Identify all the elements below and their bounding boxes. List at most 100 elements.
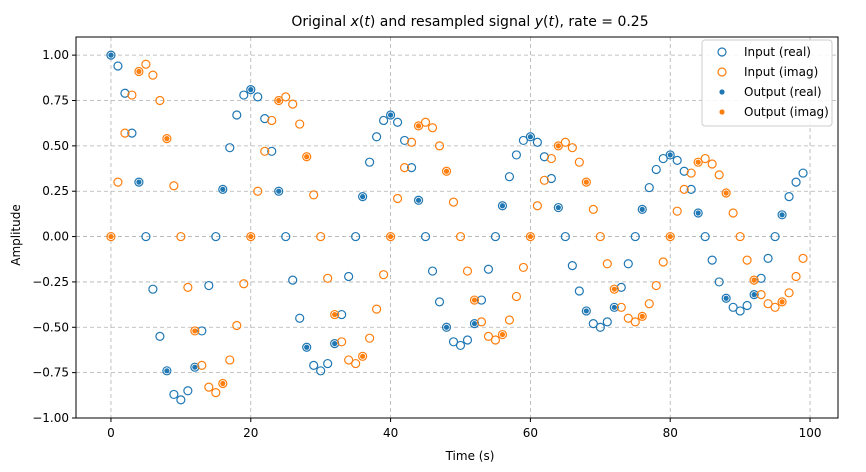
data-point — [406, 137, 417, 147]
data-point — [723, 295, 729, 301]
data-point — [218, 378, 228, 389]
series-input-imag — [106, 59, 808, 398]
data-point — [351, 231, 361, 242]
data-point — [108, 233, 114, 240]
legend-marker — [719, 109, 725, 115]
data-point — [611, 286, 617, 292]
data-point — [253, 92, 263, 102]
data-point — [791, 271, 801, 282]
data-point — [616, 282, 626, 292]
data-point — [728, 302, 738, 312]
data-point — [583, 179, 589, 185]
data-point — [469, 319, 480, 329]
legend-label: Input (imag) — [744, 65, 818, 79]
data-point — [183, 386, 193, 396]
y-tick-label: −0.75 — [32, 366, 69, 380]
data-point — [420, 231, 431, 242]
data-point — [611, 304, 617, 310]
data-point — [798, 168, 808, 178]
data-point — [490, 231, 501, 242]
data-point — [518, 262, 529, 273]
data-point — [553, 141, 563, 151]
data-point — [672, 155, 682, 165]
data-point — [413, 121, 424, 131]
data-point — [332, 341, 338, 347]
y-tick-label: −1.00 — [32, 411, 69, 425]
data-point — [309, 360, 319, 370]
svg-text:Original x(t) and resampled si: Original x(t) and resampled signal y(t),… — [291, 14, 648, 30]
data-point — [751, 292, 757, 298]
data-point — [686, 184, 696, 194]
data-point — [274, 95, 284, 106]
data-point — [735, 306, 745, 316]
data-point — [679, 166, 689, 176]
data-point — [637, 204, 647, 214]
data-point — [365, 333, 375, 343]
data-point — [777, 210, 787, 220]
data-point — [316, 231, 326, 242]
data-point — [204, 280, 214, 291]
data-point — [595, 322, 605, 332]
data-point — [148, 70, 158, 80]
data-point — [658, 257, 668, 267]
data-point — [700, 231, 710, 242]
data-point — [581, 177, 591, 187]
data-point — [609, 302, 619, 312]
data-point — [471, 297, 478, 303]
data-point — [330, 309, 340, 320]
data-point — [267, 115, 277, 126]
data-point — [155, 95, 165, 106]
x-tick-label: 40 — [383, 426, 398, 440]
chart-title: Original x(t) and resampled signal y(t),… — [291, 14, 648, 30]
data-point — [609, 284, 619, 294]
data-point — [127, 90, 137, 100]
data-point — [525, 132, 536, 142]
data-point — [392, 117, 403, 127]
data-point — [469, 295, 480, 305]
data-point — [190, 362, 200, 372]
data-point — [246, 231, 256, 242]
data-point — [351, 358, 361, 369]
data-point — [462, 335, 473, 345]
data-point — [471, 321, 478, 327]
data-point — [246, 85, 256, 95]
data-point — [225, 143, 235, 153]
y-tick-label: 1.00 — [42, 48, 69, 62]
data-point — [630, 231, 640, 242]
x-tick-label: 0 — [107, 426, 115, 440]
data-point — [546, 173, 556, 184]
data-point — [372, 304, 382, 314]
data-point — [337, 337, 347, 347]
data-point — [779, 299, 785, 305]
data-point — [679, 184, 689, 194]
data-point — [630, 317, 640, 327]
data-point — [742, 300, 752, 311]
data-point — [106, 231, 116, 242]
legend-marker — [717, 67, 727, 77]
data-point — [476, 295, 487, 305]
data-point — [220, 380, 226, 387]
data-point — [169, 389, 179, 400]
data-point — [248, 87, 254, 93]
data-point — [108, 52, 114, 58]
data-point — [253, 186, 263, 196]
data-point — [588, 319, 598, 329]
data-point — [141, 59, 151, 69]
data-point — [136, 68, 142, 75]
data-point — [651, 164, 661, 175]
data-point — [751, 277, 757, 283]
data-point — [476, 317, 487, 327]
y-axis-label: Amplitude — [9, 204, 23, 266]
data-point — [211, 388, 221, 398]
data-point — [742, 255, 752, 265]
data-point — [176, 231, 186, 242]
data-point — [378, 270, 389, 280]
data-point — [113, 177, 123, 187]
data-point — [120, 88, 130, 98]
data-point — [415, 197, 422, 203]
x-axis-label: Time (s) — [445, 449, 495, 463]
data-point — [164, 136, 170, 142]
data-point — [141, 231, 151, 242]
data-point — [443, 324, 450, 330]
data-point — [434, 297, 445, 307]
